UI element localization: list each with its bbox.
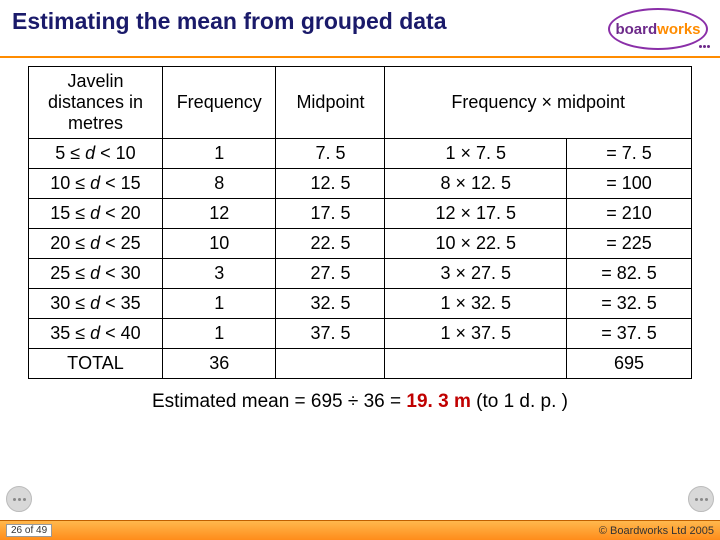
prev-button[interactable] bbox=[6, 486, 32, 512]
logo-text-board: board bbox=[615, 21, 657, 38]
cell-empty bbox=[385, 349, 567, 379]
logo-oval: boardworks bbox=[608, 8, 708, 50]
cell-midpoint: 27. 5 bbox=[276, 259, 385, 289]
header-frequency: Frequency bbox=[162, 67, 276, 139]
cell-midpoint: 12. 5 bbox=[276, 169, 385, 199]
cell-result: = 225 bbox=[567, 229, 692, 259]
data-table: Javelin distances in metres Frequency Mi… bbox=[28, 66, 692, 379]
table-header-row: Javelin distances in metres Frequency Mi… bbox=[29, 67, 692, 139]
cell-multiplication: 10 × 22. 5 bbox=[385, 229, 567, 259]
cell-range: 5 ≤ d < 10 bbox=[29, 139, 163, 169]
cell-midpoint: 7. 5 bbox=[276, 139, 385, 169]
cell-range: 15 ≤ d < 20 bbox=[29, 199, 163, 229]
cell-result: = 100 bbox=[567, 169, 692, 199]
cell-range: 10 ≤ d < 15 bbox=[29, 169, 163, 199]
cell-midpoint: 22. 5 bbox=[276, 229, 385, 259]
logo-text-works: works bbox=[657, 21, 700, 38]
cell-midpoint: 37. 5 bbox=[276, 319, 385, 349]
cell-multiplication: 12 × 17. 5 bbox=[385, 199, 567, 229]
formula-answer: 19. 3 m bbox=[406, 391, 470, 412]
table-row: 35 ≤ d < 40137. 51 × 37. 5= 37. 5 bbox=[29, 319, 692, 349]
cell-frequency: 1 bbox=[162, 319, 276, 349]
cell-frequency: 12 bbox=[162, 199, 276, 229]
cell-multiplication: 1 × 7. 5 bbox=[385, 139, 567, 169]
cell-frequency: 10 bbox=[162, 229, 276, 259]
table-row: 10 ≤ d < 15812. 58 × 12. 5= 100 bbox=[29, 169, 692, 199]
estimated-mean-formula: Estimated mean = 695 ÷ 36 = 19. 3 m (to … bbox=[28, 391, 692, 413]
cell-range: 30 ≤ d < 35 bbox=[29, 289, 163, 319]
cell-multiplication: 8 × 12. 5 bbox=[385, 169, 567, 199]
cell-multiplication: 3 × 27. 5 bbox=[385, 259, 567, 289]
logo-dots-icon bbox=[699, 45, 710, 48]
cell-total-frequency: 36 bbox=[162, 349, 276, 379]
table-row: 20 ≤ d < 251022. 510 × 22. 5= 225 bbox=[29, 229, 692, 259]
cell-result: = 82. 5 bbox=[567, 259, 692, 289]
footer-bar: 26 of 49 © Boardworks Ltd 2005 bbox=[0, 520, 720, 540]
header-freq-times-midpoint: Frequency × midpoint bbox=[385, 67, 692, 139]
table-row: 5 ≤ d < 1017. 51 × 7. 5= 7. 5 bbox=[29, 139, 692, 169]
next-button[interactable] bbox=[688, 486, 714, 512]
header-range: Javelin distances in metres bbox=[29, 67, 163, 139]
cell-frequency: 8 bbox=[162, 169, 276, 199]
cell-empty bbox=[276, 349, 385, 379]
header-divider bbox=[0, 56, 720, 58]
table-row: 15 ≤ d < 201217. 512 × 17. 5= 210 bbox=[29, 199, 692, 229]
header-midpoint: Midpoint bbox=[276, 67, 385, 139]
cell-multiplication: 1 × 37. 5 bbox=[385, 319, 567, 349]
table-row: 25 ≤ d < 30327. 53 × 27. 5= 82. 5 bbox=[29, 259, 692, 289]
cell-frequency: 1 bbox=[162, 289, 276, 319]
page-indicator: 26 of 49 bbox=[6, 524, 52, 537]
cell-midpoint: 32. 5 bbox=[276, 289, 385, 319]
cell-range: 25 ≤ d < 30 bbox=[29, 259, 163, 289]
cell-result: = 37. 5 bbox=[567, 319, 692, 349]
cell-result: = 7. 5 bbox=[567, 139, 692, 169]
cell-result: = 210 bbox=[567, 199, 692, 229]
cell-multiplication: 1 × 32. 5 bbox=[385, 289, 567, 319]
table-total-row: TOTAL36 695 bbox=[29, 349, 692, 379]
logo: boardworks bbox=[608, 8, 708, 50]
cell-frequency: 3 bbox=[162, 259, 276, 289]
formula-prefix: Estimated mean = 695 ÷ 36 = bbox=[152, 391, 406, 412]
cell-total-fm: 695 bbox=[567, 349, 692, 379]
table-row: 30 ≤ d < 35132. 51 × 32. 5= 32. 5 bbox=[29, 289, 692, 319]
cell-total-label: TOTAL bbox=[29, 349, 163, 379]
cell-range: 35 ≤ d < 40 bbox=[29, 319, 163, 349]
copyright-text: © Boardworks Ltd 2005 bbox=[599, 525, 714, 537]
cell-frequency: 1 bbox=[162, 139, 276, 169]
formula-suffix: (to 1 d. p. ) bbox=[471, 391, 568, 412]
cell-result: = 32. 5 bbox=[567, 289, 692, 319]
cell-range: 20 ≤ d < 25 bbox=[29, 229, 163, 259]
cell-midpoint: 17. 5 bbox=[276, 199, 385, 229]
page-title: Estimating the mean from grouped data bbox=[12, 8, 447, 35]
